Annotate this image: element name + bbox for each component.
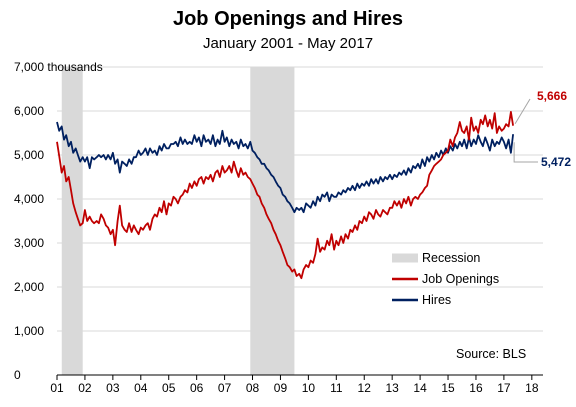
x-tick-label: 12 [358, 381, 372, 395]
x-tick-label: 11 [330, 381, 343, 395]
x-tick-label: 18 [525, 381, 539, 395]
x-tick-label: 02 [78, 381, 92, 395]
axis-layer: 0 1,000 2,000 3,000 4,000 5,000 6,000 7,000 tho… [14, 60, 543, 395]
x-tick-label: 07 [218, 381, 232, 395]
grid-layer [57, 66, 543, 332]
x-tick-label: 10 [302, 381, 316, 395]
y-tick-label: 0 [14, 368, 21, 382]
y-tick-label: 2,000 [14, 280, 44, 294]
x-tick-label: 04 [134, 381, 148, 395]
recession-band-1 [61, 67, 83, 375]
x-tick-label: 01 [50, 381, 64, 395]
source-note: Source: BLS [456, 347, 526, 361]
chart-subtitle: January 2001 - May 2017 [202, 35, 374, 52]
callout-job-openings: 5,666 [537, 89, 567, 103]
legend-label: Hires [422, 293, 451, 307]
x-tick-label: 05 [162, 381, 176, 395]
legend-label: Recession [422, 251, 480, 265]
chart-title: Job Openings and Hires [172, 8, 404, 30]
legend-label: Job Openings [422, 272, 499, 286]
y-tick-label: 6,000 [14, 104, 44, 118]
y-tick-label: 3,000 [14, 236, 44, 250]
recession-band-2 [250, 67, 295, 375]
y-tick-label: 4,000 [14, 192, 44, 206]
callout-hires: 5,472 [541, 155, 571, 169]
series-line-hires [56, 121, 514, 214]
x-tick-label: 13 [385, 381, 399, 395]
recession-layer [61, 67, 295, 375]
series-line-job-openings [56, 111, 514, 280]
callout-leader-hires [513, 142, 538, 163]
legend: Recession Job Openings Hires [392, 251, 499, 307]
callout-leader-job-openings [514, 98, 531, 124]
y-tick-label: 5,000 [14, 148, 44, 162]
x-tick-label: 14 [413, 381, 427, 395]
y-tick-label: 7,000 thousands [14, 60, 103, 74]
y-tick-label: 1,000 [14, 324, 44, 338]
x-tick-label: 03 [106, 381, 120, 395]
x-tick-label: 16 [469, 381, 483, 395]
x-tick-label: 06 [190, 381, 204, 395]
x-tick-label: 17 [497, 381, 511, 395]
x-tick-label: 08 [246, 381, 260, 395]
x-tick-label: 09 [274, 381, 288, 395]
series-layer [56, 111, 514, 280]
x-tick-label: 15 [441, 381, 455, 395]
callout-layer: 5,666 5,472 [513, 89, 571, 169]
